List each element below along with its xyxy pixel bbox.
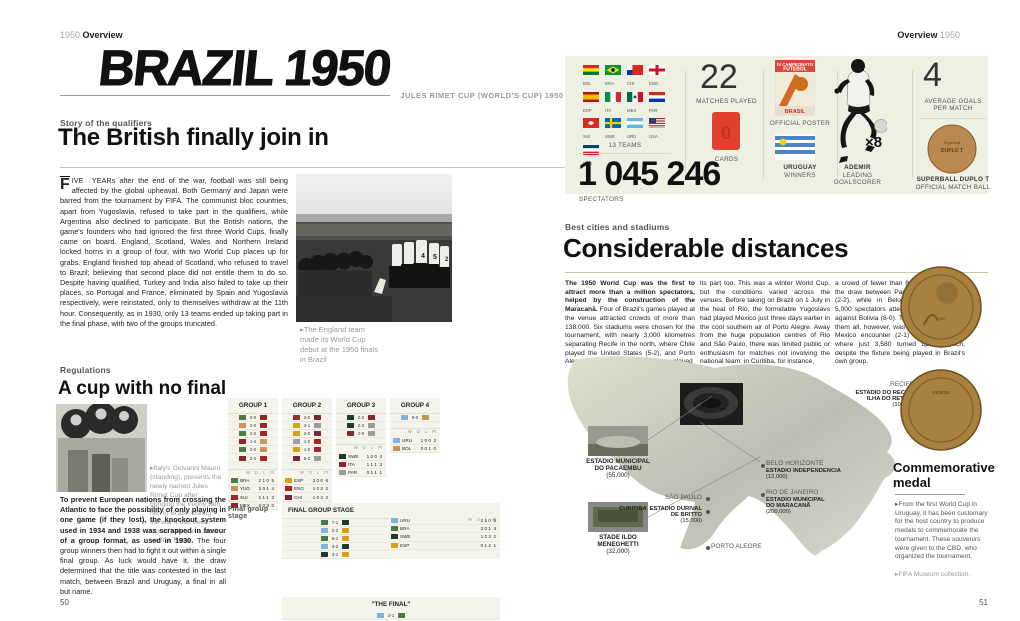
svg-text:DUPLO T: DUPLO T <box>941 148 963 154</box>
svg-text:1950: 1950 <box>937 316 947 321</box>
svg-text:REMISE: REMISE <box>932 390 949 395</box>
svg-text:BRASIL: BRASIL <box>785 109 806 115</box>
svg-text:4: 4 <box>421 253 425 260</box>
svg-text:FUTEBOL: FUTEBOL <box>783 67 807 73</box>
svg-text:5: 5 <box>433 254 437 261</box>
svg-text:Superball: Superball <box>944 140 961 145</box>
svg-text:0: 0 <box>721 123 731 143</box>
